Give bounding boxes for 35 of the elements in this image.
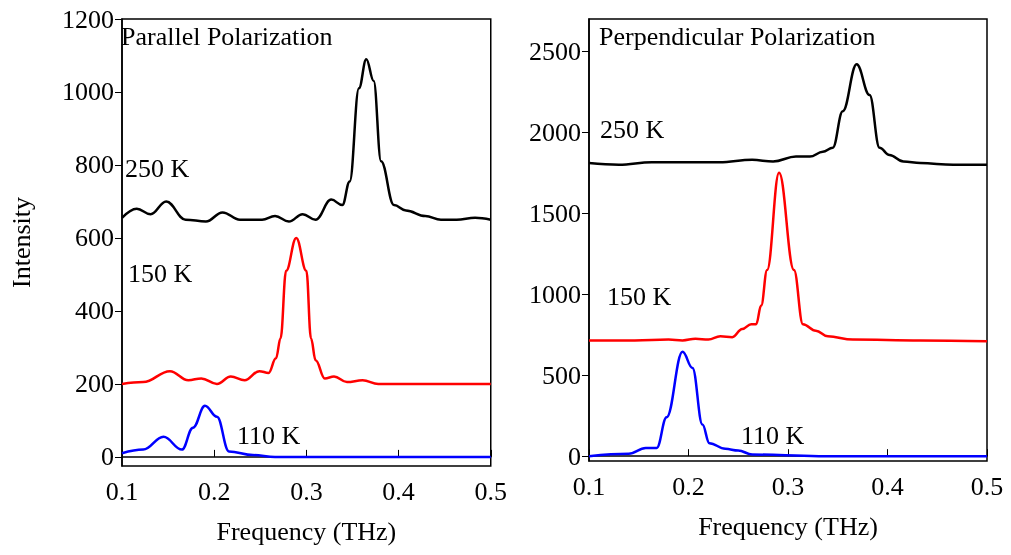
annotation: 250 K — [125, 153, 190, 183]
y-tick-label: 600 — [75, 223, 114, 253]
line-series — [120, 236, 492, 386]
x-tick-label: 0.3 — [290, 476, 323, 506]
x-tick-label: 0.4 — [382, 476, 415, 506]
x-axis-title: Frequency (THz) — [216, 516, 397, 546]
x-tick-label: 0.2 — [197, 476, 231, 506]
y-tick-label: 800 — [75, 150, 114, 180]
line-series — [587, 171, 989, 343]
x-axis-title: Frequency (THz) — [698, 511, 878, 541]
annotation: 150 K — [607, 281, 672, 311]
y-tick-label: 1000 — [529, 279, 581, 309]
y-tick-label: 1500 — [529, 198, 581, 228]
y-tick-label: 500 — [542, 360, 581, 390]
annotation: 250 K — [600, 114, 665, 144]
y-tick-label: 200 — [75, 369, 114, 399]
x-tick-label: 0.3 — [771, 471, 805, 501]
x-tick-label: 0.5 — [970, 471, 1004, 501]
annotation: 150 K — [128, 258, 193, 288]
x-tick-label: 0.2 — [672, 471, 705, 501]
y-axis-title: Intensity — [6, 197, 36, 288]
y-tick-label: 2000 — [529, 117, 581, 147]
y-tick-label: 2500 — [529, 36, 581, 66]
x-tick-label: 0.1 — [572, 471, 606, 501]
y-tick-label: 1200 — [62, 4, 114, 34]
y-tick-label: 0 — [568, 441, 581, 471]
annotation: 110 K — [237, 420, 301, 450]
annotation: 110 K — [741, 420, 805, 450]
x-tick-label: 0.5 — [474, 476, 507, 506]
y-tick-label: 0 — [101, 442, 114, 472]
x-tick-label: 0.4 — [871, 471, 904, 501]
y-tick-label: 400 — [75, 296, 114, 326]
chart-title: Perpendicular Polarization — [599, 21, 876, 51]
y-tick-label: 1000 — [62, 77, 114, 107]
x-tick-label: 0.1 — [105, 476, 139, 506]
